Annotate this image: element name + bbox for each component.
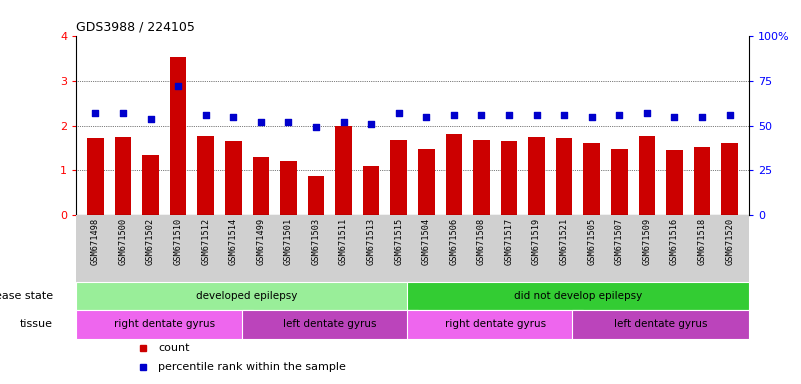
Bar xyxy=(76,310,252,339)
Point xyxy=(613,112,626,118)
Bar xyxy=(573,310,749,339)
Point xyxy=(171,83,184,89)
Text: disease state: disease state xyxy=(0,291,53,301)
Text: GSM671505: GSM671505 xyxy=(587,218,596,265)
Text: GSM671503: GSM671503 xyxy=(312,218,320,265)
Text: GSM671517: GSM671517 xyxy=(505,218,513,265)
Point xyxy=(364,121,377,127)
Text: GSM671498: GSM671498 xyxy=(91,218,100,265)
Text: GSM671511: GSM671511 xyxy=(339,218,348,265)
Text: left dentate gyrus: left dentate gyrus xyxy=(283,319,376,329)
Bar xyxy=(583,142,600,215)
Text: GSM671508: GSM671508 xyxy=(477,218,486,265)
Text: GSM671501: GSM671501 xyxy=(284,218,293,265)
Point xyxy=(586,114,598,120)
Text: GSM671512: GSM671512 xyxy=(201,218,210,265)
Text: GSM671506: GSM671506 xyxy=(449,218,458,265)
Text: did not develop epilepsy: did not develop epilepsy xyxy=(514,291,642,301)
Bar xyxy=(501,141,517,215)
Text: GSM671500: GSM671500 xyxy=(119,218,127,265)
Point xyxy=(641,110,654,116)
Point xyxy=(723,112,736,118)
Bar xyxy=(445,134,462,215)
Text: GSM671520: GSM671520 xyxy=(725,218,735,265)
Point xyxy=(475,112,488,118)
Bar xyxy=(143,155,159,215)
Text: tissue: tissue xyxy=(20,319,53,329)
Text: GSM671513: GSM671513 xyxy=(367,218,376,265)
Bar xyxy=(638,136,655,215)
Text: GSM671507: GSM671507 xyxy=(615,218,624,265)
Bar xyxy=(252,157,269,215)
Text: count: count xyxy=(158,343,190,353)
Bar xyxy=(529,137,545,215)
Point xyxy=(89,110,102,116)
Bar xyxy=(611,149,628,215)
Bar xyxy=(694,147,710,215)
Bar xyxy=(197,136,214,215)
Text: GSM671502: GSM671502 xyxy=(146,218,155,265)
Bar xyxy=(418,149,435,215)
Text: GSM671516: GSM671516 xyxy=(670,218,679,265)
Point xyxy=(282,119,295,125)
Text: right dentate gyrus: right dentate gyrus xyxy=(114,319,215,329)
Text: percentile rank within the sample: percentile rank within the sample xyxy=(158,362,346,372)
Point xyxy=(227,114,239,120)
Text: GSM671515: GSM671515 xyxy=(394,218,403,265)
Text: GSM671504: GSM671504 xyxy=(422,218,431,265)
Text: GSM671510: GSM671510 xyxy=(174,218,183,265)
Point xyxy=(448,112,461,118)
Point xyxy=(557,112,570,118)
Bar xyxy=(363,166,380,215)
Bar xyxy=(722,144,738,215)
Bar xyxy=(473,140,489,215)
Bar xyxy=(115,137,131,215)
Point xyxy=(117,110,130,116)
Text: left dentate gyrus: left dentate gyrus xyxy=(614,319,707,329)
Text: GSM671519: GSM671519 xyxy=(532,218,541,265)
Text: GSM671499: GSM671499 xyxy=(256,218,265,265)
Bar xyxy=(242,310,418,339)
Point xyxy=(310,124,323,131)
Point xyxy=(199,112,212,118)
Bar xyxy=(336,126,352,215)
Bar xyxy=(407,282,749,310)
Text: GSM671509: GSM671509 xyxy=(642,218,651,265)
Text: GSM671521: GSM671521 xyxy=(560,218,569,265)
Point xyxy=(337,119,350,125)
Bar xyxy=(407,310,583,339)
Bar xyxy=(308,175,324,215)
Bar xyxy=(390,140,407,215)
Text: GDS3988 / 224105: GDS3988 / 224105 xyxy=(76,20,195,33)
Bar xyxy=(280,161,296,215)
Bar xyxy=(666,150,682,215)
Bar xyxy=(76,282,418,310)
Point xyxy=(144,116,157,122)
Point xyxy=(695,114,708,120)
Text: developed epilepsy: developed epilepsy xyxy=(196,291,298,301)
Point xyxy=(502,112,515,118)
Text: right dentate gyrus: right dentate gyrus xyxy=(445,319,545,329)
Point xyxy=(392,110,405,116)
Point xyxy=(420,114,433,120)
Bar xyxy=(170,56,187,215)
Text: GSM671518: GSM671518 xyxy=(698,218,706,265)
Point xyxy=(668,114,681,120)
Bar xyxy=(87,138,103,215)
Point xyxy=(530,112,543,118)
Bar xyxy=(556,138,573,215)
Text: GSM671514: GSM671514 xyxy=(229,218,238,265)
Bar xyxy=(225,141,242,215)
Point xyxy=(255,119,268,125)
